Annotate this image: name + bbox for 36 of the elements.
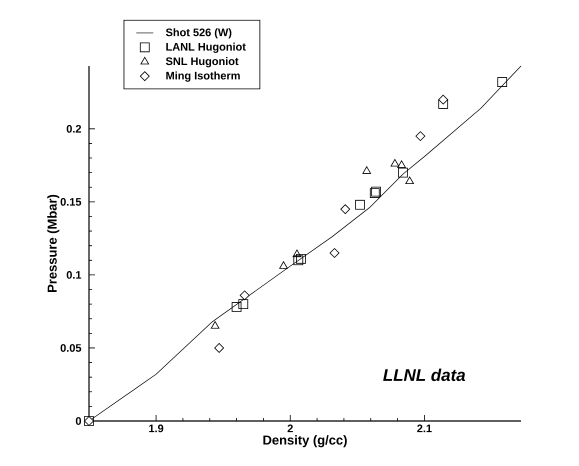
point	[390, 158, 400, 167]
x-tick-label: 1.9	[149, 424, 164, 432]
point	[438, 99, 448, 109]
point	[292, 250, 302, 258]
annotation: LLNL data	[383, 368, 466, 382]
point	[355, 200, 365, 210]
point	[438, 94, 448, 104]
y-tick-label: 0.1	[66, 271, 82, 279]
point	[330, 248, 340, 258]
x-tick-label: 2	[288, 424, 293, 432]
point	[398, 168, 408, 178]
y-axis-title: Pressure (Mbar)	[47, 194, 60, 292]
y-tick-label: 0.05	[60, 344, 82, 352]
x-tick-label: 2.1	[417, 424, 432, 432]
y-tick-label: 0.2	[66, 124, 82, 133]
point	[397, 160, 406, 168]
legend-label: LANL Hugoniot	[166, 42, 246, 53]
legend-label: SNL Hugoniot	[166, 57, 238, 68]
point	[405, 176, 414, 184]
point	[238, 299, 248, 310]
y-tick-label: 0	[76, 417, 82, 425]
legend-label: Shot 526 (W)	[166, 28, 232, 38]
point	[293, 255, 304, 266]
point	[340, 204, 350, 214]
point	[232, 302, 242, 312]
y-tick-label: 0.15	[60, 198, 82, 206]
point	[210, 321, 220, 329]
point	[240, 290, 250, 300]
point	[362, 166, 371, 174]
legend-label: Ming Isotherm	[166, 71, 240, 82]
x-axis-title: Density (g/cc)	[263, 435, 347, 448]
point	[416, 131, 426, 141]
point	[296, 254, 306, 264]
point	[497, 77, 508, 87]
point	[214, 343, 224, 353]
point	[279, 261, 288, 269]
